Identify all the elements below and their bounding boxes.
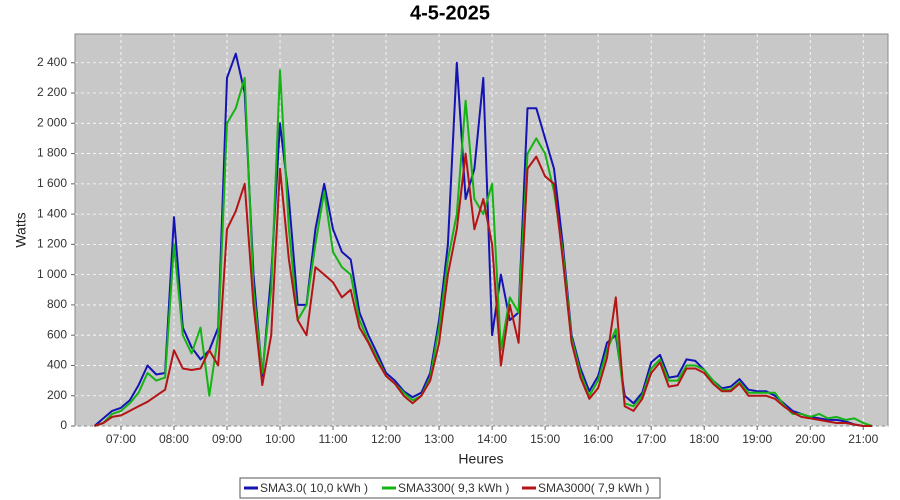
y-tick-label: 200 (47, 388, 67, 402)
x-tick-label: 15:00 (530, 432, 560, 446)
chart-title: 4-5-2025 (410, 2, 490, 24)
x-axis-title: Heures (458, 451, 503, 467)
y-tick-label: 0 (60, 418, 67, 432)
legend-label: SMA3000( 7,9 kWh ) (538, 481, 649, 495)
x-tick-label: 18:00 (689, 432, 719, 446)
x-tick-label: 19:00 (742, 432, 772, 446)
x-tick-label: 10:00 (265, 432, 295, 446)
y-tick-label: 1 000 (37, 267, 67, 281)
y-axis-title: Watts (13, 212, 29, 247)
y-tick-label: 2 200 (37, 85, 67, 99)
series-line (94, 69, 873, 427)
legend-label: SMA3.0( 10,0 kWh ) (260, 481, 368, 495)
legend-label: SMA3300( 9,3 kWh ) (398, 481, 509, 495)
y-tick-label: 400 (47, 358, 67, 372)
y-tick-label: 600 (47, 327, 67, 341)
y-tick-label: 2 000 (37, 115, 67, 129)
x-tick-label: 12:00 (371, 432, 401, 446)
x-tick-label: 09:00 (212, 432, 242, 446)
x-tick-label: 17:00 (636, 432, 666, 446)
y-tick-label: 800 (47, 297, 67, 311)
x-tick-label: 13:00 (424, 432, 454, 446)
x-tick-label: 16:00 (583, 432, 613, 446)
series-line (94, 152, 873, 427)
x-tick-label: 07:00 (106, 432, 136, 446)
x-tick-label: 20:00 (795, 432, 825, 446)
y-tick-label: 1 600 (37, 176, 67, 190)
legend-box (239, 477, 661, 499)
x-tick-label: 21:00 (848, 432, 878, 446)
series-line (93, 52, 873, 427)
y-tick-label: 1 200 (37, 237, 67, 251)
y-tick-label: 1 800 (37, 146, 67, 160)
x-tick-label: 14:00 (477, 432, 507, 446)
y-tick-label: 1 400 (37, 206, 67, 220)
x-tick-label: 08:00 (159, 432, 189, 446)
y-tick-label: 2 400 (37, 55, 67, 69)
x-tick-label: 11:00 (318, 432, 347, 446)
